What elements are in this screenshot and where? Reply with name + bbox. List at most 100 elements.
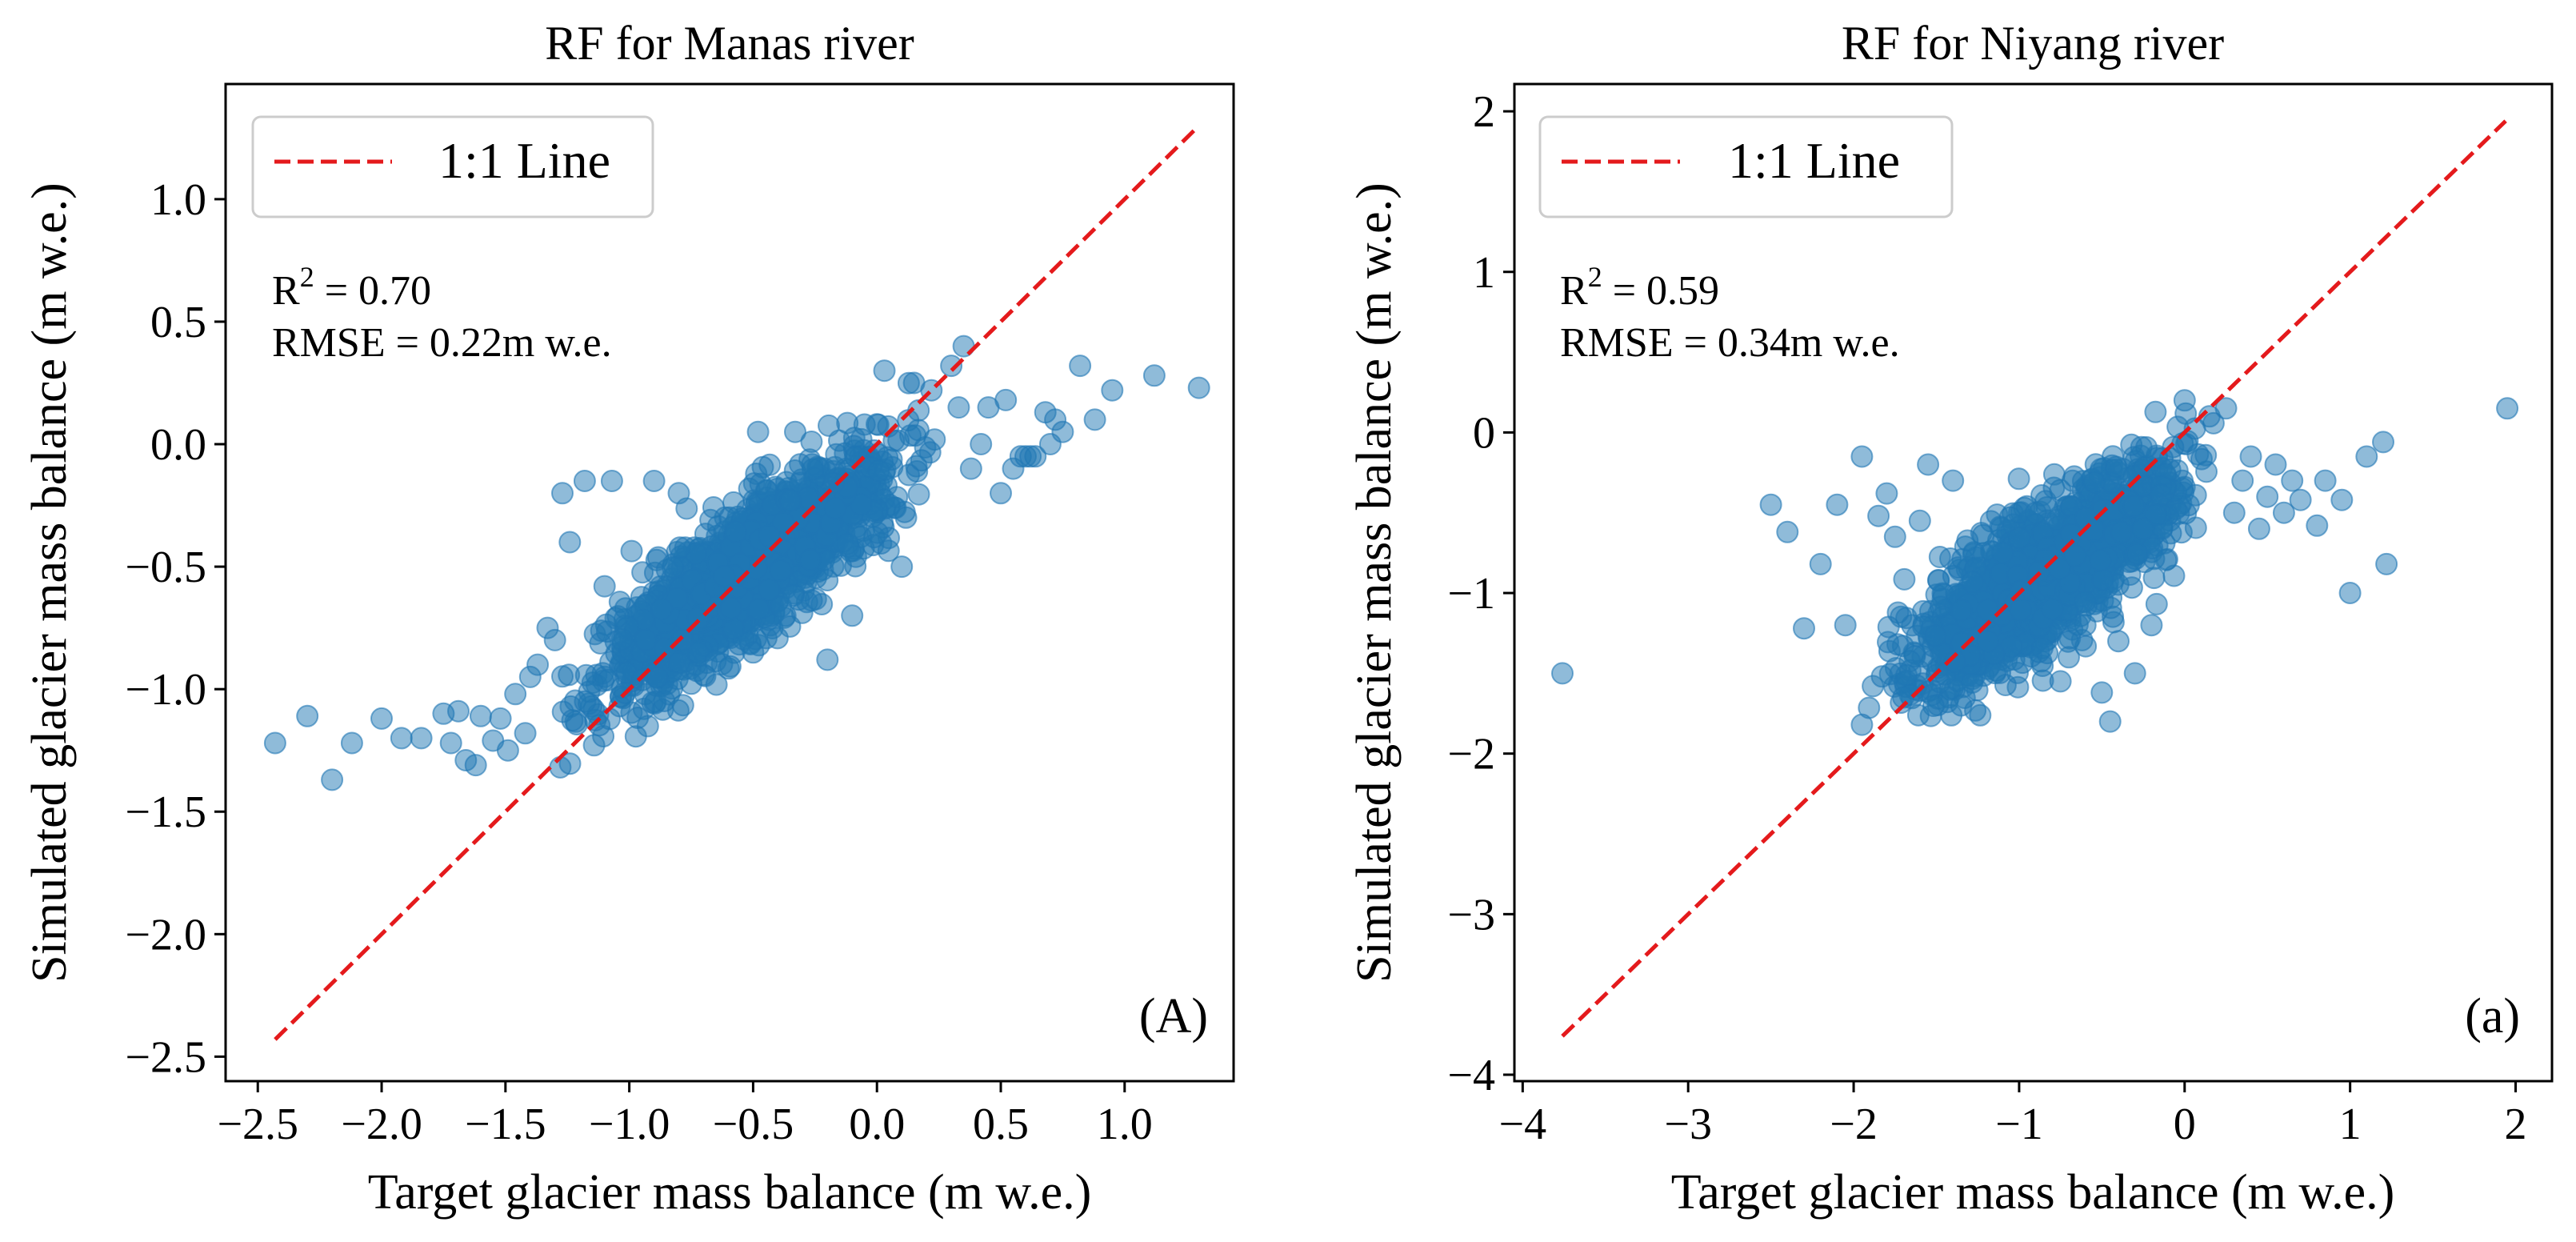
x-tick-label: −3 <box>1664 1100 1712 1149</box>
scatter-point <box>2107 630 2130 653</box>
scatter-point <box>2150 483 2173 507</box>
scatter-point <box>296 704 319 727</box>
scatter-point <box>994 388 1018 411</box>
scatter-point <box>1895 663 1918 687</box>
scatter-point <box>1950 694 1973 717</box>
scatter-point <box>907 483 930 506</box>
y-tick-label: 2 <box>1473 87 1495 137</box>
scatter-point <box>2144 400 2167 423</box>
scatter-point <box>646 666 669 689</box>
scatter-point <box>2154 548 2178 571</box>
scatter-point <box>2098 710 2122 733</box>
scatter-point <box>1850 445 1874 468</box>
scatter-point <box>263 731 286 755</box>
scatter-point <box>620 539 643 563</box>
scatter-point <box>1142 364 1166 387</box>
y-tick-label: 0.5 <box>150 298 206 347</box>
scatter-point <box>898 463 920 487</box>
scatter-point <box>1969 703 1992 727</box>
y-tick-label: −4 <box>1447 1051 1495 1100</box>
scatter-point <box>719 597 742 620</box>
scatter-point <box>2372 431 2394 454</box>
y-axis-ticks: −2.5 −2.0 −1.5 −1.0 −0.5 0.0 0.5 1.0 <box>125 175 226 1082</box>
scatter-point <box>2090 681 2114 704</box>
scatter-point <box>782 584 805 607</box>
scatter-point <box>2314 469 2337 492</box>
chart-title: RF for Niyang river <box>1842 17 2224 70</box>
scatter-point <box>626 707 650 729</box>
y-tick-label: −2.0 <box>125 910 206 960</box>
scatter-point <box>758 524 780 547</box>
scatter-point <box>2122 495 2146 518</box>
chart-title: RF for Manas river <box>545 17 914 70</box>
scatter-point <box>551 482 574 505</box>
scatter-points <box>1551 389 2519 736</box>
scatter-point <box>2009 599 2032 621</box>
legend: 1:1 Line <box>1538 115 1954 218</box>
x-axis-ticks: −2.5 −2.0 −1.5 −1.0 −0.5 0.0 0.5 1.0 <box>217 1081 1153 1149</box>
scatter-point <box>841 604 864 627</box>
scatter-point <box>784 420 806 443</box>
scatter-point <box>1875 482 1898 505</box>
scatter-point <box>2091 568 2114 591</box>
scatter-point <box>1187 376 1210 399</box>
x-tick-label: 0.0 <box>849 1100 905 1149</box>
scatter-point <box>671 694 694 717</box>
x-tick-label: −2 <box>1830 1100 1878 1149</box>
one-to-one-line <box>1561 119 2507 1038</box>
x-tick-label: 0.5 <box>973 1100 1029 1149</box>
scatter-point <box>2049 670 2072 693</box>
scatter-point <box>2256 485 2279 508</box>
r2-annotation: R2 = 0.59 <box>1560 261 1719 314</box>
scatter-point <box>769 559 792 582</box>
scatter-point <box>410 727 433 750</box>
scatter-point <box>798 548 822 571</box>
scatter-point <box>2074 591 2097 613</box>
y-tick-label: −0.5 <box>125 543 206 592</box>
scatter-point <box>2007 467 2030 491</box>
scatter-point <box>390 727 413 750</box>
scatter-point <box>2105 455 2128 479</box>
scatter-point <box>593 575 616 598</box>
scatter-points <box>263 335 1210 791</box>
scatter-point <box>321 768 344 791</box>
scatter-point <box>2048 557 2071 580</box>
scatter-point <box>650 598 674 621</box>
scatter-point <box>850 493 873 516</box>
x-tick-label: −1.5 <box>465 1100 546 1149</box>
scatter-point <box>668 536 691 559</box>
scatter-point <box>1051 420 1074 443</box>
scatter-point <box>853 413 876 436</box>
y-axis-ticks: −4 −3 −2 −1 0 1 2 <box>1447 87 1514 1100</box>
scatter-point <box>642 470 666 492</box>
scatter-point <box>654 637 677 660</box>
scatter-point <box>778 489 802 512</box>
scatter-point <box>746 420 770 443</box>
scatter-point <box>610 628 634 651</box>
scatter-point <box>718 655 742 678</box>
scatter-point <box>2289 488 2312 511</box>
scatter-point <box>1101 379 1124 402</box>
scatter-point <box>662 556 684 579</box>
chart-panel-manas: RF for Manas river −2.5 −2.0 −1.5 −1.0 −0.5 0… <box>22 17 1235 1220</box>
scatter-point <box>1893 567 1916 591</box>
scatter-point <box>2264 453 2287 476</box>
scatter-point <box>2110 521 2133 544</box>
scatter-point <box>1867 504 1890 527</box>
rmse-annotation: RMSE = 0.34m w.e. <box>1560 320 1900 366</box>
scatter-point <box>561 709 584 732</box>
scatter-point <box>582 734 606 757</box>
scatter-point <box>573 470 596 492</box>
scatter-point <box>1976 598 1999 621</box>
scatter-point <box>2024 501 2047 524</box>
scatter-point <box>1928 546 1951 568</box>
scatter-point <box>802 458 824 481</box>
scatter-point <box>2041 598 2064 621</box>
scatter-point <box>749 472 772 495</box>
x-axis-label: Target glacier mass balance (m w.e.) <box>1671 1165 2395 1220</box>
scatter-point <box>2173 389 2196 412</box>
x-tick-label: 1.0 <box>1097 1100 1153 1149</box>
plot-frame <box>224 82 1235 1083</box>
scatter-point <box>836 532 859 555</box>
scatter-point <box>940 355 963 378</box>
